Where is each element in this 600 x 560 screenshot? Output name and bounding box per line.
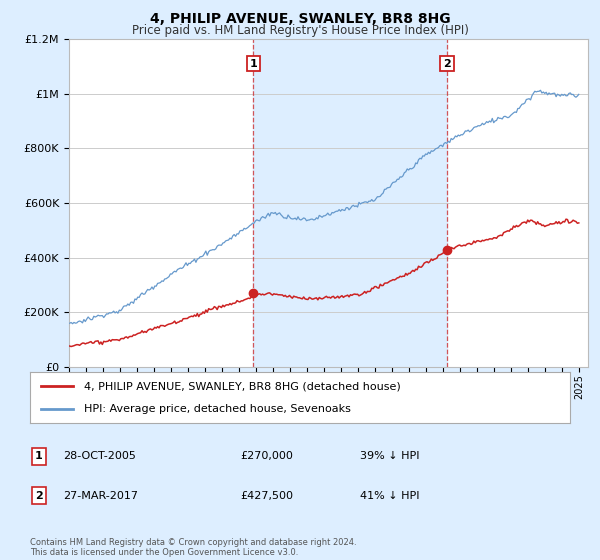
Text: Price paid vs. HM Land Registry's House Price Index (HPI): Price paid vs. HM Land Registry's House … [131, 24, 469, 36]
Text: 1: 1 [35, 451, 43, 461]
Text: 4, PHILIP AVENUE, SWANLEY, BR8 8HG (detached house): 4, PHILIP AVENUE, SWANLEY, BR8 8HG (deta… [84, 381, 401, 391]
Text: 39% ↓ HPI: 39% ↓ HPI [360, 451, 419, 461]
Text: 4, PHILIP AVENUE, SWANLEY, BR8 8HG: 4, PHILIP AVENUE, SWANLEY, BR8 8HG [149, 12, 451, 26]
Text: 28-OCT-2005: 28-OCT-2005 [63, 451, 136, 461]
Text: Contains HM Land Registry data © Crown copyright and database right 2024.
This d: Contains HM Land Registry data © Crown c… [30, 538, 356, 557]
Text: 2: 2 [35, 491, 43, 501]
Text: 2: 2 [443, 59, 451, 69]
Text: 1: 1 [250, 59, 257, 69]
Text: 27-MAR-2017: 27-MAR-2017 [63, 491, 138, 501]
Text: £270,000: £270,000 [240, 451, 293, 461]
Text: 41% ↓ HPI: 41% ↓ HPI [360, 491, 419, 501]
Bar [253, 39, 447, 367]
Text: £427,500: £427,500 [240, 491, 293, 501]
Text: HPI: Average price, detached house, Sevenoaks: HPI: Average price, detached house, Seve… [84, 404, 351, 414]
